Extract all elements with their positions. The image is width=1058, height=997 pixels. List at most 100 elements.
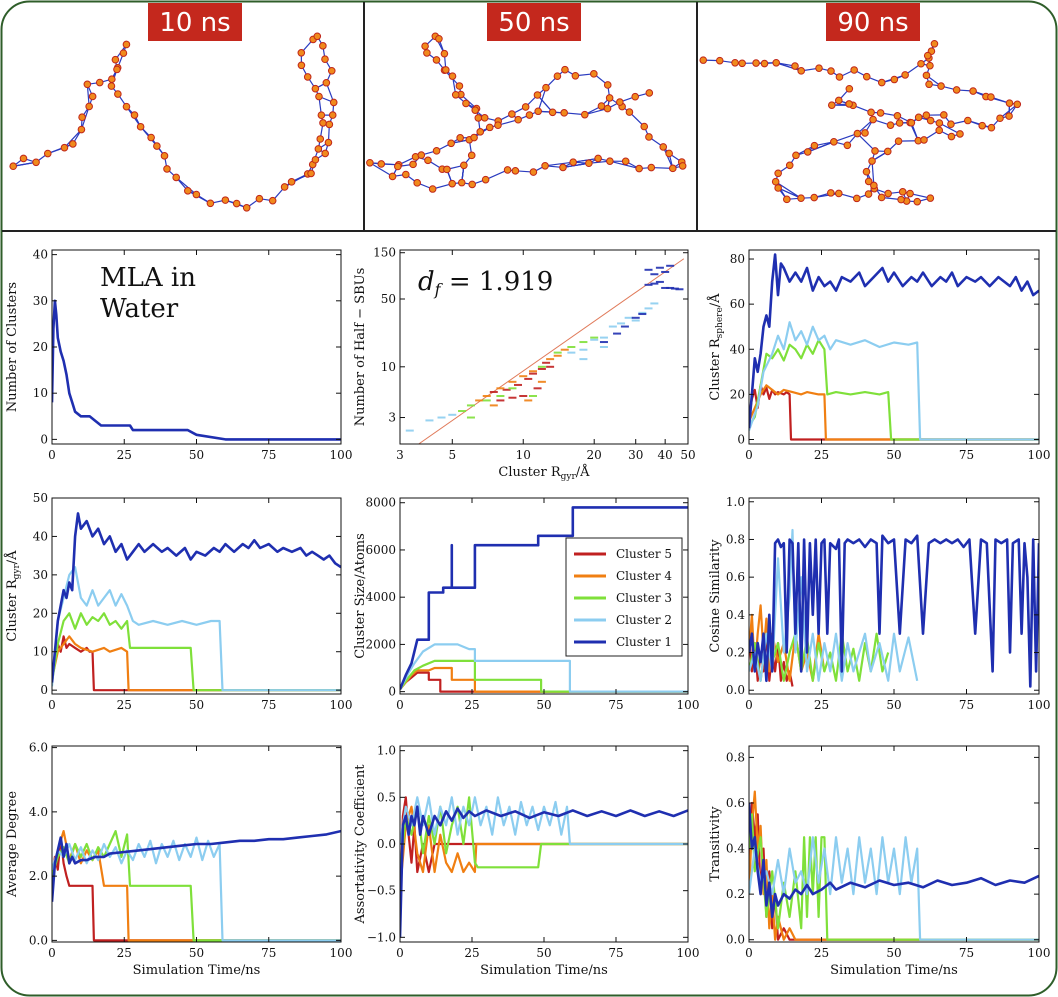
- chart-annotation: df = 1.919: [418, 267, 553, 299]
- y-axis-label: Cluster Rsphere/Å: [707, 293, 725, 401]
- network-node: [987, 123, 996, 132]
- scatter-point: [650, 282, 659, 285]
- network-node: [594, 154, 602, 163]
- scatter-point: [537, 365, 546, 368]
- network-node: [645, 89, 654, 97]
- network-node: [421, 42, 429, 50]
- scatter-point: [508, 380, 517, 383]
- scatter-point: [620, 325, 629, 328]
- series-line-cluster-4: [749, 384, 1039, 441]
- network-edge: [777, 187, 802, 199]
- network-node: [184, 187, 192, 195]
- network-node: [871, 147, 879, 155]
- x-tick-label: 25: [814, 698, 829, 712]
- network-node: [678, 162, 687, 170]
- network-node: [88, 92, 97, 101]
- scatter-point: [425, 419, 434, 422]
- series-line-cluster-2: [52, 566, 341, 692]
- y-tick-label: 1.0: [377, 744, 396, 758]
- scatter-point: [579, 358, 588, 361]
- y-axis-label: Transitivity: [708, 806, 723, 882]
- y-tick-label: 0.2: [726, 646, 745, 660]
- network-node: [402, 170, 410, 179]
- network-edge: [807, 141, 835, 153]
- scatter-point: [599, 346, 608, 348]
- x-tick-label: 25: [464, 698, 479, 712]
- network-node: [877, 193, 886, 202]
- network-node: [827, 67, 835, 75]
- network-node: [43, 149, 52, 158]
- x-tick-label: 50: [886, 448, 901, 462]
- network-node: [886, 121, 895, 129]
- scatter-point: [567, 346, 576, 348]
- series-line-cluster-3: [400, 659, 688, 693]
- scatter-point: [529, 372, 538, 375]
- fit-line: [418, 258, 685, 444]
- network-node: [883, 147, 892, 156]
- series-line-cluster-3: [749, 813, 1039, 941]
- network-node: [548, 108, 557, 117]
- x-axis-label: Simulation Time/ns: [133, 963, 261, 978]
- network-node: [325, 120, 334, 129]
- network-node: [870, 181, 878, 190]
- network-node: [930, 39, 939, 48]
- network-node: [845, 84, 854, 93]
- network-node: [853, 129, 862, 138]
- network-node: [605, 94, 614, 102]
- network-node: [771, 177, 780, 186]
- network-node: [884, 189, 892, 198]
- x-axis-label: Cluster Rgyr/Å: [498, 464, 590, 482]
- y-tick-label: 0: [388, 685, 396, 699]
- network-node: [443, 165, 451, 174]
- network-node: [485, 123, 494, 132]
- series-line-cluster-2: [749, 528, 919, 682]
- network-node: [603, 104, 612, 113]
- network-node: [640, 122, 649, 131]
- network-node: [862, 72, 871, 81]
- x-tick-label: 50: [536, 698, 551, 712]
- scatter-point: [624, 316, 633, 319]
- scatter-point: [466, 404, 475, 407]
- scatter-point: [599, 341, 608, 344]
- network-node: [926, 116, 935, 125]
- x-tick-label: 25: [117, 698, 132, 712]
- network-node: [321, 149, 329, 158]
- network-node: [409, 160, 417, 169]
- network-edge: [47, 143, 74, 155]
- network-node: [553, 72, 562, 80]
- network-node: [895, 119, 904, 127]
- y-tick-label: 0.0: [29, 933, 48, 947]
- scatter-point: [613, 332, 622, 335]
- x-tick-label: 0: [48, 448, 56, 462]
- chart-degree: 0 25 50 75 100 0.0 2.0 4.0 6.0 Simulation Time/ns…: [5, 741, 352, 978]
- y-tick-label: 6.0: [29, 741, 48, 755]
- network-node: [621, 157, 630, 166]
- network-edge: [13, 161, 37, 167]
- network-node: [834, 96, 843, 105]
- network-node: [774, 184, 782, 192]
- network-node: [590, 70, 598, 78]
- network-node: [136, 122, 145, 131]
- x-tick-label: 50: [536, 946, 551, 960]
- network-node: [508, 110, 516, 118]
- y-axis-label: Cluster Rgyr/Å: [4, 550, 22, 642]
- scatter-point: [631, 316, 640, 319]
- y-tick-label: 10: [381, 360, 396, 374]
- y-tick-label: −1.0: [367, 930, 396, 944]
- network-node: [432, 147, 441, 155]
- network-node: [314, 145, 323, 153]
- legend-label: Cluster 2: [616, 613, 672, 627]
- y-tick-label: 4000: [365, 590, 396, 604]
- network-node: [424, 156, 432, 165]
- series-line-cluster-1: [400, 805, 688, 938]
- network-node: [922, 71, 931, 80]
- scatter-point: [666, 286, 675, 289]
- network-node: [153, 142, 161, 150]
- y-tick-label: 6000: [365, 543, 396, 557]
- series-line-cluster-4: [400, 805, 688, 891]
- network-node: [635, 164, 643, 173]
- network-node: [1005, 99, 1014, 107]
- y-axis-label: Cosine Similarity: [708, 539, 723, 653]
- network-node: [114, 90, 122, 98]
